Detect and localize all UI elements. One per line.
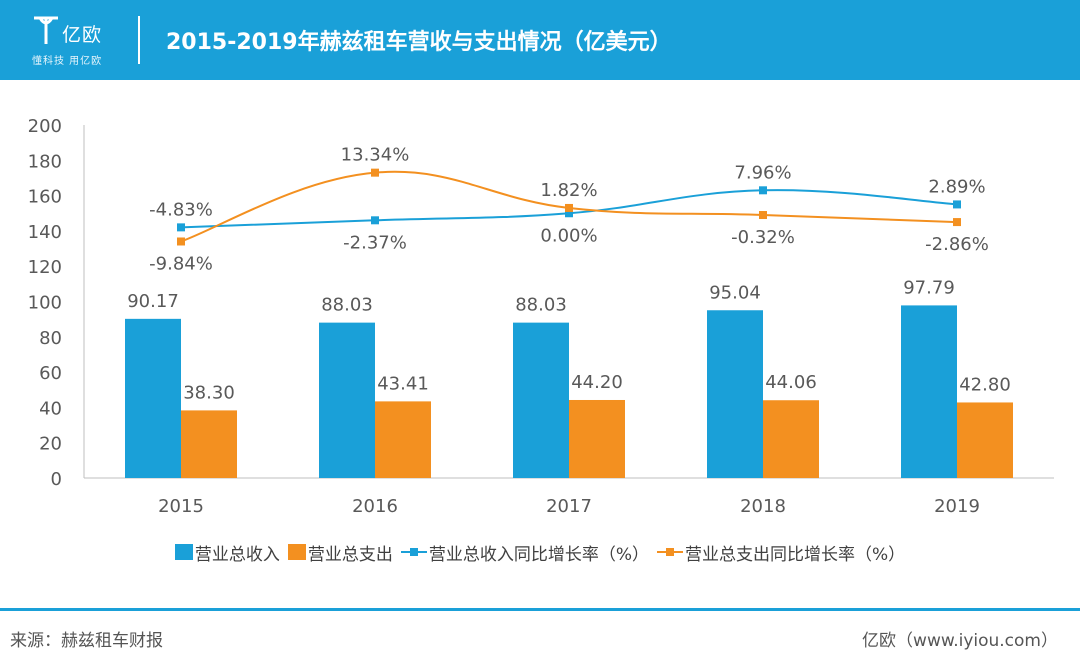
- bar-data-label: 42.80: [959, 374, 1011, 395]
- line-data-label: -4.83%: [149, 199, 213, 220]
- line-marker: [759, 186, 767, 195]
- line-marker: [177, 223, 185, 232]
- legend-item-revenue-growth: 营业总收入同比增长率（%）: [400, 540, 649, 565]
- y-tick-label: 40: [39, 398, 62, 419]
- bar-data-label: 88.03: [321, 295, 373, 316]
- chart-area: 0 20 40 60 80 100 120 140 160 180 200 2015 2016 2017 2…: [0, 90, 1080, 580]
- bar-revenue: [125, 318, 181, 478]
- x-tick-label: 2015: [158, 496, 204, 517]
- legend-item-expense: 营业总支出: [287, 540, 393, 565]
- bar-expense: [763, 400, 819, 478]
- line-data-label: -9.84%: [149, 253, 213, 274]
- bar-data-label: 88.03: [515, 295, 567, 316]
- line-data-label: 13.34%: [341, 145, 410, 166]
- line-data-label: -2.37%: [343, 232, 407, 253]
- line-marker: [371, 168, 379, 177]
- y-tick-label: 20: [39, 434, 62, 455]
- line-data-label: -2.86%: [925, 234, 989, 255]
- line-marker: [177, 237, 185, 246]
- bar-data-label: 44.06: [765, 372, 817, 393]
- line-data-label: 7.96%: [734, 162, 791, 183]
- legend-swatch-revenue: [174, 544, 193, 560]
- bar-expense: [375, 401, 431, 478]
- header-divider: [138, 16, 140, 64]
- legend-label-revenue: 营业总收入: [194, 544, 280, 565]
- bar-data-label: 95.04: [709, 282, 761, 303]
- line-marker: [953, 218, 961, 227]
- y-tick-label: 200: [28, 116, 62, 137]
- legend-label-expense-growth: 营业总支出同比增长率（%）: [685, 544, 906, 565]
- page-title: 2015-2019年赫兹租车营收与支出情况（亿美元）: [166, 30, 672, 55]
- bar-expense: [957, 402, 1013, 478]
- legend-label-revenue-growth: 营业总收入同比增长率（%）: [428, 544, 649, 565]
- y-tick-label: 80: [39, 328, 62, 349]
- legend-swatch-expense: [287, 544, 306, 560]
- legend-label-expense: 营业总支出: [307, 544, 393, 565]
- bar-revenue: [707, 310, 763, 478]
- y-tick-label: 180: [28, 151, 62, 172]
- line-data-label: 2.89%: [928, 176, 985, 197]
- y-tick-label: 0: [51, 469, 62, 490]
- logo: 亿欧 懂科技 用亿欧: [28, 12, 128, 68]
- line-data-label: 1.82%: [540, 180, 597, 201]
- bar-data-label: 97.79: [903, 277, 955, 298]
- legend-swatch-revenue-growth: [400, 544, 427, 560]
- legend-swatch-expense-growth: [657, 544, 683, 560]
- x-tick-label: 2019: [934, 496, 980, 517]
- line-marker: [759, 211, 767, 220]
- footer-divider: [0, 608, 1080, 611]
- x-tick-label: 2018: [740, 496, 786, 517]
- legend-item-revenue: 营业总收入: [174, 540, 280, 565]
- line-marker: [565, 209, 573, 218]
- line-marker: [371, 216, 379, 225]
- y-tick-label: 60: [39, 363, 62, 384]
- y-tick-label: 160: [28, 187, 62, 208]
- line-data-label: 0.00%: [540, 225, 597, 246]
- line-marker: [953, 200, 961, 209]
- y-tick-label: 140: [28, 222, 62, 243]
- logo-name: 亿欧: [62, 24, 103, 46]
- bar-expense: [181, 410, 237, 478]
- bar-data-label: 90.17: [127, 291, 179, 312]
- chart-svg: 0 20 40 60 80 100 120 140 160 180 200 2015 2016 2017 2…: [28, 116, 1054, 517]
- legend-item-expense-growth: 营业总支出同比增长率（%）: [657, 540, 905, 565]
- bar-revenue: [513, 322, 569, 478]
- yiou-logo-icon: [34, 16, 58, 44]
- x-tick-label: 2016: [352, 496, 398, 517]
- logo-slogan: 懂科技 用亿欧: [32, 56, 103, 67]
- bar-data-label: 43.41: [377, 373, 429, 394]
- bar-revenue: [319, 322, 375, 478]
- bar-data-label: 44.20: [571, 372, 623, 393]
- bar-data-label: 38.30: [183, 382, 235, 403]
- bar-expense: [569, 399, 625, 478]
- header-banner: 亿欧 懂科技 用亿欧 2015-2019年赫兹租车营收与支出情况（亿美元）: [0, 0, 1080, 80]
- line-data-label: -0.32%: [731, 227, 795, 248]
- line-marker: [565, 203, 573, 212]
- brand-url: 亿欧（www.iyiou.com）: [862, 631, 1058, 651]
- y-tick-label: 100: [28, 293, 62, 314]
- y-tick-label: 120: [28, 257, 62, 278]
- source-note: 来源：赫兹租车财报: [10, 631, 163, 651]
- x-tick-label: 2017: [546, 496, 592, 517]
- chart-legend: 营业总收入 营业总支出 营业总收入同比增长率（%） 营业总支出同比增长率（%）: [0, 540, 1080, 565]
- bar-revenue: [901, 305, 957, 478]
